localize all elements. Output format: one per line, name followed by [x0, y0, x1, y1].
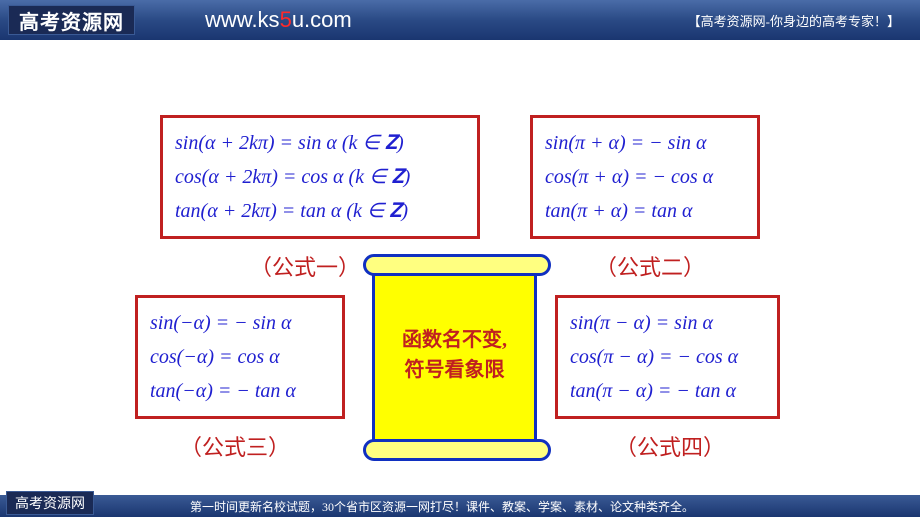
scroll-note: 函数名不变, 符号看象限 [372, 265, 537, 450]
caption-three: （公式三） [160, 430, 310, 462]
url-prefix: www.ks [205, 7, 280, 32]
formula-box-two: sin(π + α) = − sin α cos(π + α) = − cos … [530, 115, 760, 239]
scroll-line1: 函数名不变, [402, 325, 507, 355]
url-suffix: u.com [292, 7, 352, 32]
footer-logo: 高考资源网 [6, 491, 94, 515]
formula-two-r2: cos(π + α) = − cos α [545, 160, 745, 194]
caption-four: （公式四） [595, 430, 745, 462]
formula-three-r3: tan(−α) = − tan α [150, 374, 330, 408]
formula-one-r1: sin(α + 2kπ) = sin α (k ∈ 𝐙) [175, 126, 465, 160]
formula-three-r2: cos(−α) = cos α [150, 340, 330, 374]
caption-one: （公式一） [230, 250, 380, 282]
formula-box-four: sin(π − α) = sin α cos(π − α) = − cos α … [555, 295, 780, 419]
caption-two: （公式二） [575, 250, 725, 282]
formula-four-r2: cos(π − α) = − cos α [570, 340, 765, 374]
formula-four-r1: sin(π − α) = sin α [570, 306, 765, 340]
scroll-top-roll [363, 254, 551, 276]
formula-three-r1: sin(−α) = − sin α [150, 306, 330, 340]
scroll-bottom-roll [363, 439, 551, 461]
formula-one-r2: cos(α + 2kπ) = cos α (k ∈ 𝐙) [175, 160, 465, 194]
header-logo: 高考资源网 [8, 5, 135, 35]
top-header: 高考资源网 www.ks5u.com 【高考资源网-你身边的高考专家！】 [0, 0, 920, 40]
formula-box-one: sin(α + 2kπ) = sin α (k ∈ 𝐙) cos(α + 2kπ… [160, 115, 480, 239]
scroll-line2: 符号看象限 [402, 355, 507, 385]
header-tagline: 【高考资源网-你身边的高考专家！】 [688, 11, 900, 30]
scroll-content: 函数名不变, 符号看象限 [402, 325, 507, 385]
main-content: sin(α + 2kπ) = sin α (k ∈ 𝐙) cos(α + 2kπ… [0, 40, 920, 495]
footer: 高考资源网 第一时间更新名校试题，30个省市区资源一网打尽！课件、教案、学案、素… [0, 495, 920, 517]
formula-box-three: sin(−α) = − sin α cos(−α) = cos α tan(−α… [135, 295, 345, 419]
url-highlight: 5 [280, 7, 292, 32]
formula-one-r3: tan(α + 2kπ) = tan α (k ∈ 𝐙) [175, 194, 465, 228]
formula-two-r1: sin(π + α) = − sin α [545, 126, 745, 160]
formula-four-r3: tan(π − α) = − tan α [570, 374, 765, 408]
site-url: www.ks5u.com [205, 7, 352, 33]
formula-two-r3: tan(π + α) = tan α [545, 194, 745, 228]
footer-text: 第一时间更新名校试题，30个省市区资源一网打尽！课件、教案、学案、素材、论文种类… [190, 498, 694, 515]
